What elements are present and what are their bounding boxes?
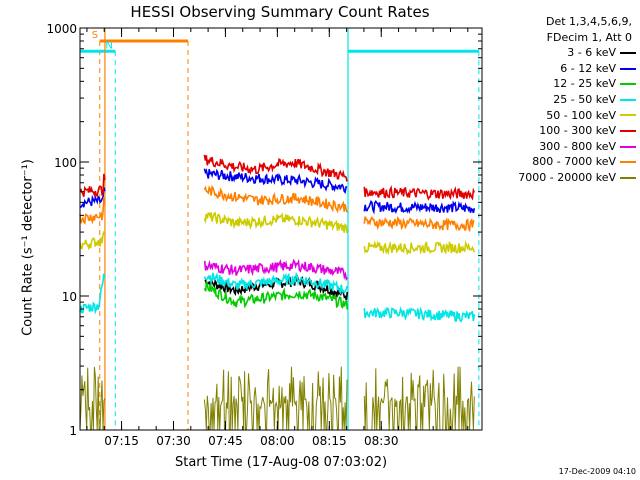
x-tick-label: 07:45 — [208, 434, 243, 448]
legend-item: 3 - 6 keV — [486, 45, 636, 61]
series-line-7 — [203, 258, 348, 282]
legend-label: 25 - 50 keV — [553, 92, 616, 106]
legend-label: 7000 - 20000 keV — [518, 170, 616, 184]
legend-swatch — [620, 51, 636, 54]
series-line-9 — [79, 366, 475, 431]
series-line-2 — [79, 168, 476, 215]
flag-lines: SN — [80, 28, 480, 430]
series-line-6 — [79, 154, 476, 201]
y-axis-label: Count Rate (s⁻¹ detector⁻¹) — [20, 159, 36, 336]
y-tick-label: 10 — [62, 290, 77, 304]
legend-item: 7000 - 20000 keV — [486, 170, 636, 186]
x-tick-label: 08:15 — [312, 434, 347, 448]
legend-item: 6 - 12 keV — [486, 61, 636, 77]
legend-header-detectors: Det 1,3,4,5,6,9, — [545, 15, 632, 28]
legend-header-attenuator: FDecim 1, Att 0 — [546, 30, 632, 44]
flag-label: S — [92, 30, 98, 41]
series-line-5 — [79, 211, 476, 256]
legend-label: 3 - 6 keV — [567, 46, 616, 60]
legend-item: 300 - 800 keV — [486, 139, 636, 155]
x-tick-label: 08:00 — [260, 434, 295, 448]
legend-swatch — [620, 114, 636, 117]
legend-item: 800 - 7000 keV — [486, 154, 636, 170]
series-line-3 — [203, 281, 349, 310]
series-line-4 — [79, 271, 476, 323]
legend-swatch — [620, 83, 636, 86]
chart-title: HESSI Observing Summary Count Rates — [130, 3, 430, 21]
legend-swatch — [620, 129, 636, 132]
legend-label: 6 - 12 keV — [560, 61, 616, 75]
series-line-8 — [79, 184, 475, 233]
legend-label: 50 - 100 keV — [546, 108, 616, 122]
x-tick-label: 07:15 — [104, 434, 139, 448]
flag-label: N — [105, 40, 112, 51]
y-tick-label: 100 — [54, 156, 77, 170]
y-tick-label: 1 — [69, 424, 77, 438]
series-lines — [79, 154, 476, 431]
legend-label: 12 - 25 keV — [553, 77, 616, 91]
legend-swatch — [620, 98, 636, 101]
date-stamp: 17-Dec-2009 04:10 — [558, 467, 636, 476]
axes: 1 10 100 1000 07:15 07:30 07:45 08:00 08:15 08:30 — [46, 22, 483, 448]
legend-item: 100 - 300 keV — [486, 123, 636, 139]
plot-frame — [79, 27, 483, 431]
legend-item: 25 - 50 keV — [486, 92, 636, 108]
legend-label: 300 - 800 keV — [539, 139, 616, 153]
legend-entries: 3 - 6 keV 6 - 12 keV 12 - 25 keV 25 - 50 ke… — [486, 45, 636, 185]
legend-swatch — [620, 176, 636, 179]
legend-swatch — [620, 145, 636, 148]
legend-item: 12 - 25 keV — [486, 76, 636, 92]
y-tick-label: 1000 — [46, 22, 77, 36]
legend-swatch — [620, 67, 636, 70]
x-axis-label: Start Time (17-Aug-08 07:03:02) — [174, 455, 388, 470]
legend-item: 50 - 100 keV — [486, 108, 636, 124]
legend-label: 100 - 300 keV — [539, 124, 616, 138]
legend-swatch — [620, 161, 636, 164]
x-tick-label: 08:30 — [364, 434, 399, 448]
x-tick-label: 07:30 — [156, 434, 191, 448]
legend: Det 1,3,4,5,6,9, FDecim 1, Att 0 3 - 6 k… — [486, 14, 636, 186]
legend-label: 800 - 7000 keV — [532, 155, 616, 169]
